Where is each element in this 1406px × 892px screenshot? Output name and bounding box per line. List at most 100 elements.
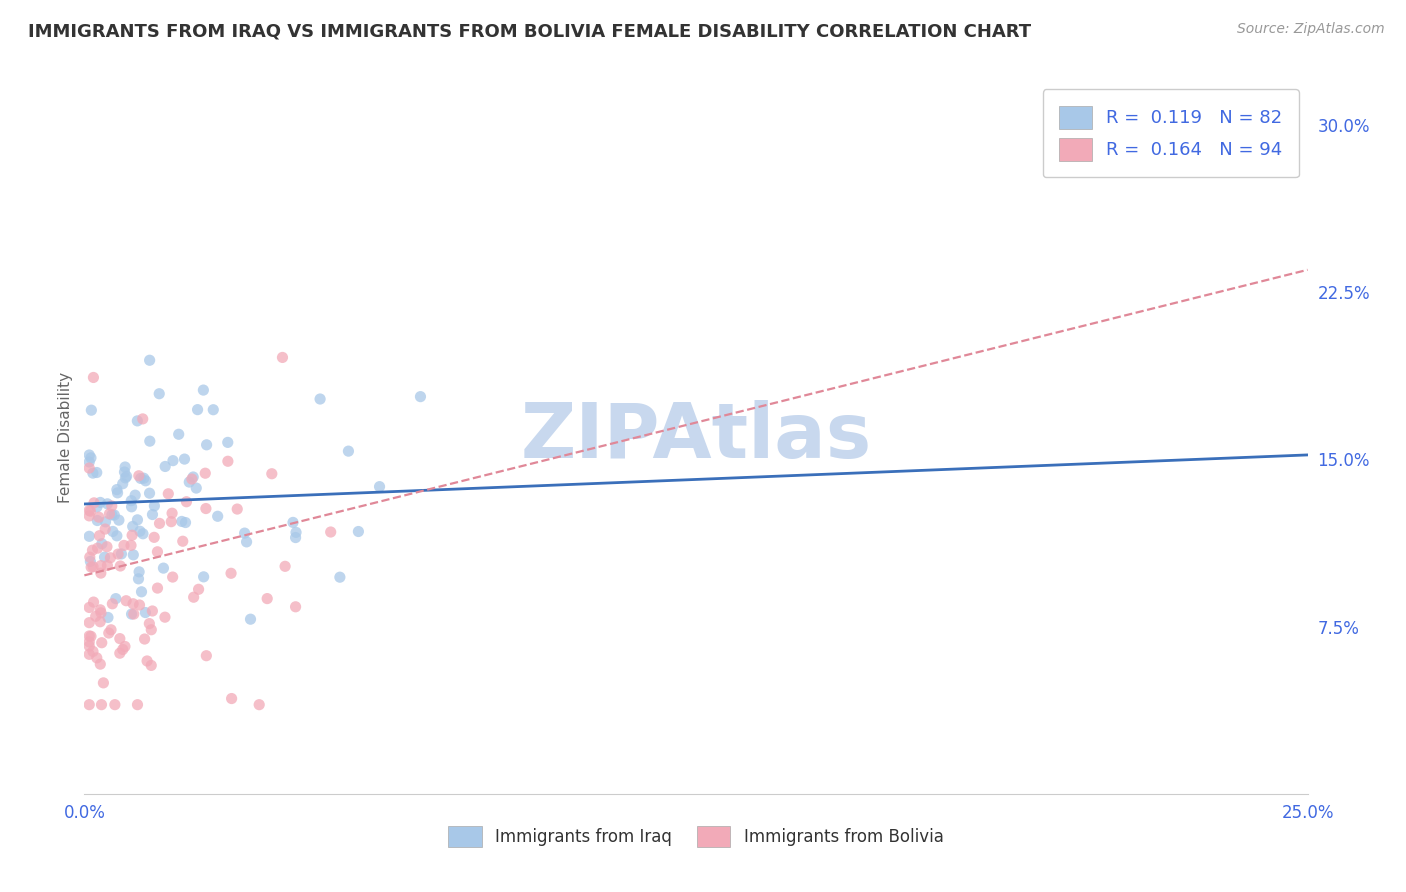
Point (97, 626, 120, 640)
Point (87, 510, 110, 524)
Point (134, 606, 156, 620)
Point (101, 524, 124, 539)
Point (98, 507, 121, 521)
Point (80, 629, 103, 643)
Point (108, 646, 131, 660)
Point (121, 500, 143, 514)
Point (108, 513, 131, 527)
Point (114, 471, 136, 485)
Point (129, 524, 152, 539)
Point (132, 526, 155, 541)
Point (173, 452, 195, 467)
Point (143, 530, 166, 544)
Point (77, 629, 100, 643)
Point (110, 559, 132, 574)
Point (86, 541, 108, 556)
Point (181, 470, 204, 484)
Point (271, 351, 294, 365)
Point (82, 559, 104, 574)
Point (141, 508, 163, 522)
Point (82, 543, 104, 558)
Point (217, 454, 239, 468)
Point (77, 639, 100, 653)
Point (104, 698, 127, 712)
Point (146, 545, 169, 559)
Point (138, 486, 160, 500)
Point (86, 500, 108, 514)
Point (202, 402, 225, 417)
Point (221, 691, 243, 706)
Point (122, 597, 145, 611)
Point (86, 514, 108, 528)
Point (103, 508, 125, 522)
Point (107, 486, 129, 500)
Point (79, 504, 101, 518)
Point (146, 581, 169, 595)
Point (136, 654, 159, 668)
Point (105, 483, 128, 497)
Point (143, 499, 166, 513)
Point (148, 386, 170, 401)
Point (114, 465, 136, 479)
Point (77, 455, 100, 469)
Point (141, 623, 163, 637)
Point (239, 612, 262, 626)
Point (219, 566, 242, 581)
Point (284, 599, 307, 614)
Point (77, 698, 100, 712)
Point (132, 471, 155, 485)
Point (128, 565, 150, 579)
Point (347, 524, 370, 539)
Point (235, 534, 257, 549)
Point (127, 698, 149, 712)
Point (80, 450, 103, 465)
Point (120, 538, 142, 552)
Point (129, 471, 152, 485)
Point (170, 515, 193, 529)
Point (89, 603, 111, 617)
Point (127, 414, 149, 428)
Point (131, 584, 153, 599)
Point (138, 616, 160, 631)
Point (284, 531, 307, 545)
Point (132, 412, 155, 426)
Point (100, 550, 122, 565)
Point (93, 676, 115, 690)
Point (256, 591, 278, 606)
Point (114, 640, 136, 654)
Y-axis label: Female Disability: Female Disability (58, 371, 73, 503)
Point (309, 392, 332, 406)
Point (183, 591, 205, 605)
Point (368, 480, 391, 494)
Point (148, 516, 170, 531)
Point (86, 466, 108, 480)
Point (162, 453, 184, 467)
Point (128, 598, 150, 612)
Point (94, 522, 117, 536)
Point (82, 466, 104, 480)
Point (193, 570, 215, 584)
Point (409, 390, 432, 404)
Point (122, 607, 145, 621)
Point (285, 525, 308, 540)
Point (187, 402, 209, 417)
Point (157, 487, 180, 501)
Point (77, 448, 100, 462)
Point (141, 604, 163, 618)
Text: Source: ZipAtlas.com: Source: ZipAtlas.com (1237, 22, 1385, 37)
Point (127, 572, 149, 586)
Point (90, 698, 112, 712)
Point (79, 554, 101, 568)
Point (139, 434, 162, 449)
Point (101, 597, 124, 611)
Point (194, 501, 217, 516)
Point (96, 497, 118, 511)
Point (134, 632, 156, 646)
Point (90, 558, 112, 573)
Point (152, 561, 174, 575)
Point (100, 499, 122, 513)
Point (138, 353, 160, 368)
Point (80, 560, 103, 574)
Point (90, 606, 112, 620)
Point (107, 547, 129, 561)
